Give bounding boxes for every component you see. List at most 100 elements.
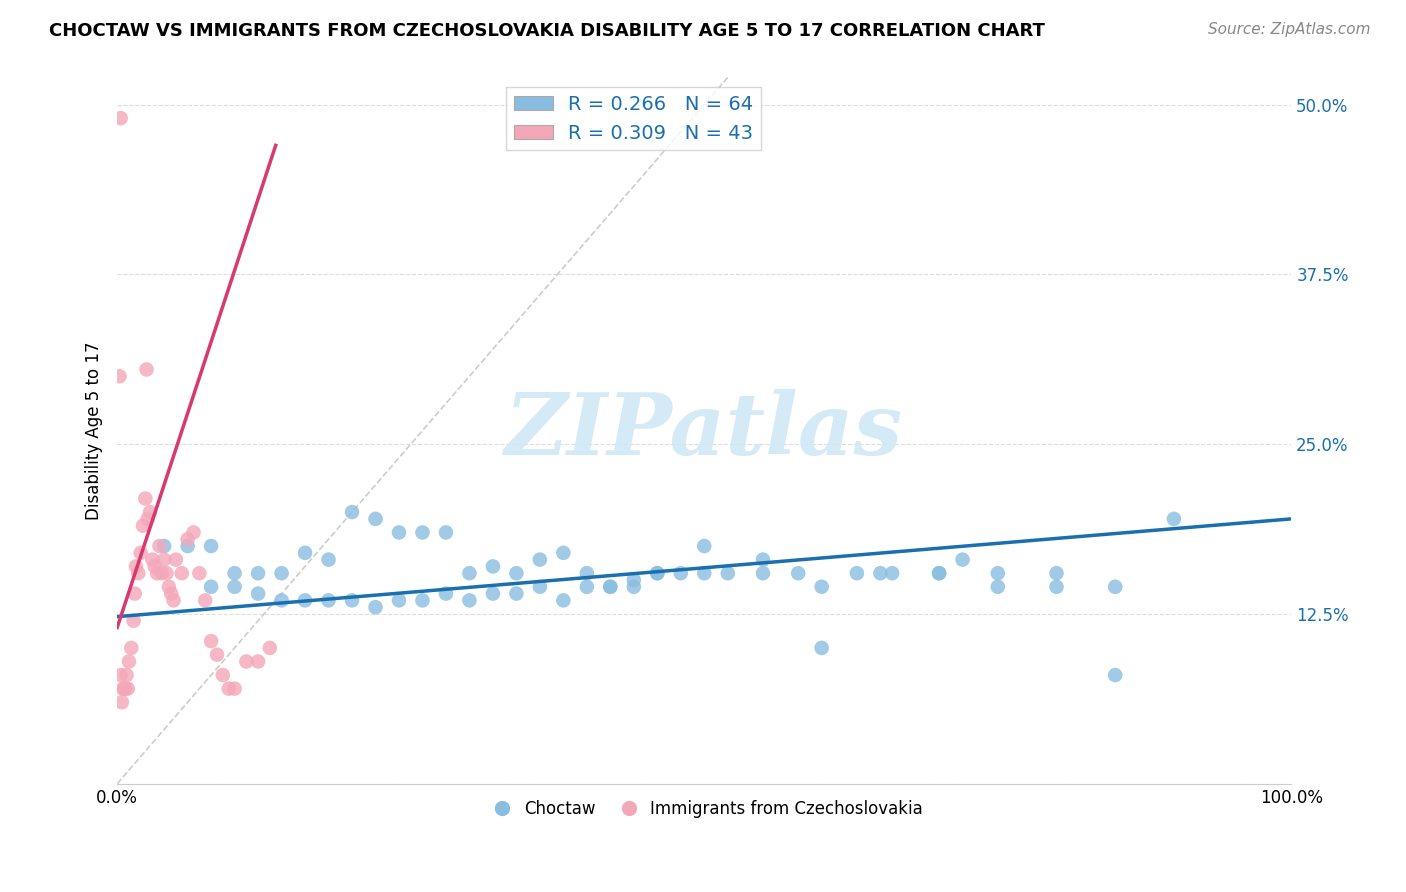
Point xyxy=(118,655,141,669)
Point xyxy=(752,552,775,566)
Point xyxy=(434,586,457,600)
Point xyxy=(259,640,281,655)
Point xyxy=(645,566,668,581)
Point xyxy=(160,586,183,600)
Point xyxy=(114,681,136,696)
Legend: Choctaw, Immigrants from Czechoslovakia: Choctaw, Immigrants from Czechoslovakia xyxy=(479,794,929,825)
Point xyxy=(810,580,832,594)
Point xyxy=(117,681,139,696)
Point xyxy=(110,668,132,682)
Point xyxy=(810,640,832,655)
Point xyxy=(132,518,155,533)
Point xyxy=(212,668,235,682)
Point xyxy=(183,525,205,540)
Point xyxy=(127,566,149,581)
Point xyxy=(134,491,156,506)
Point xyxy=(623,580,645,594)
Point xyxy=(194,593,217,607)
Point xyxy=(505,566,527,581)
Point xyxy=(200,539,222,553)
Point xyxy=(141,552,163,566)
Point xyxy=(247,566,270,581)
Point xyxy=(176,533,198,547)
Point xyxy=(869,566,891,581)
Point xyxy=(364,512,387,526)
Point xyxy=(928,566,950,581)
Point xyxy=(139,505,162,519)
Point xyxy=(200,580,222,594)
Point xyxy=(575,566,598,581)
Point xyxy=(693,539,716,553)
Point xyxy=(111,695,134,709)
Point xyxy=(188,566,211,581)
Point xyxy=(112,681,135,696)
Point xyxy=(153,539,176,553)
Point xyxy=(364,600,387,615)
Point xyxy=(176,539,198,553)
Point xyxy=(125,559,148,574)
Point xyxy=(845,566,868,581)
Point xyxy=(599,580,621,594)
Point xyxy=(270,593,292,607)
Point xyxy=(340,593,363,607)
Point xyxy=(157,580,180,594)
Point xyxy=(1045,566,1067,581)
Point xyxy=(224,580,246,594)
Point xyxy=(1163,512,1185,526)
Point xyxy=(388,525,411,540)
Y-axis label: Disability Age 5 to 17: Disability Age 5 to 17 xyxy=(86,342,103,520)
Text: ZIPatlas: ZIPatlas xyxy=(505,389,903,473)
Point xyxy=(165,552,187,566)
Point xyxy=(458,593,481,607)
Point xyxy=(717,566,740,581)
Point xyxy=(693,566,716,581)
Point xyxy=(529,580,551,594)
Point xyxy=(247,655,270,669)
Point xyxy=(124,586,146,600)
Point xyxy=(224,566,246,581)
Point xyxy=(143,559,166,574)
Point xyxy=(148,539,170,553)
Point xyxy=(388,593,411,607)
Point xyxy=(645,566,668,581)
Point xyxy=(235,655,257,669)
Point xyxy=(529,552,551,566)
Point xyxy=(170,566,193,581)
Point xyxy=(752,566,775,581)
Point xyxy=(434,525,457,540)
Point xyxy=(928,566,950,581)
Point xyxy=(623,573,645,587)
Point xyxy=(247,586,270,600)
Point xyxy=(110,111,132,125)
Point xyxy=(505,586,527,600)
Point xyxy=(150,566,173,581)
Text: CHOCTAW VS IMMIGRANTS FROM CZECHOSLOVAKIA DISABILITY AGE 5 TO 17 CORRELATION CHA: CHOCTAW VS IMMIGRANTS FROM CZECHOSLOVAKI… xyxy=(49,22,1045,40)
Point xyxy=(1104,580,1126,594)
Point xyxy=(599,580,621,594)
Point xyxy=(129,546,152,560)
Text: Source: ZipAtlas.com: Source: ZipAtlas.com xyxy=(1208,22,1371,37)
Point xyxy=(787,566,810,581)
Point xyxy=(112,681,135,696)
Point xyxy=(122,614,145,628)
Point xyxy=(318,552,340,566)
Point xyxy=(458,566,481,581)
Point xyxy=(553,546,575,560)
Point xyxy=(270,566,292,581)
Point xyxy=(411,525,433,540)
Point xyxy=(411,593,433,607)
Point xyxy=(224,681,246,696)
Point xyxy=(153,552,176,566)
Point xyxy=(200,634,222,648)
Point xyxy=(108,369,131,384)
Point xyxy=(1104,668,1126,682)
Point xyxy=(318,593,340,607)
Point xyxy=(1045,580,1067,594)
Point xyxy=(136,512,159,526)
Point xyxy=(482,586,505,600)
Point xyxy=(294,593,316,607)
Point xyxy=(482,559,505,574)
Point xyxy=(146,566,169,581)
Point xyxy=(162,593,184,607)
Point xyxy=(987,566,1010,581)
